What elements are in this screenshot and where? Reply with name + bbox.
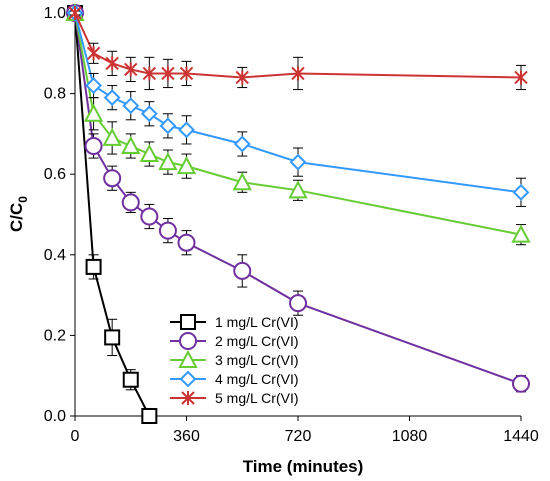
legend-label: 5 mg/L Cr(VI) — [215, 390, 299, 406]
data-point — [233, 135, 251, 153]
y-axis-title-subscript: 0 — [16, 196, 30, 203]
x-tick-label: 0 — [71, 428, 80, 445]
data-point — [83, 103, 104, 122]
data-point — [289, 153, 307, 171]
data-point — [159, 117, 177, 135]
data-point — [176, 156, 197, 175]
y-tick-label: 0.4 — [44, 247, 66, 264]
data-point — [235, 70, 249, 85]
data-point — [122, 371, 139, 388]
data-point — [84, 136, 103, 155]
y-tick-label: 0.6 — [44, 166, 66, 183]
series-line — [74, 12, 522, 79]
data-point — [178, 121, 195, 139]
y-tick-label: 0.2 — [44, 327, 66, 344]
x-tick-label: 720 — [285, 428, 312, 445]
series-line — [74, 12, 522, 385]
data-point — [105, 56, 119, 71]
x-axis-title: Time (minutes) — [243, 457, 364, 476]
data-point — [291, 66, 305, 81]
legend-entry-1: 1 mg/L Cr(VI) — [170, 314, 299, 330]
x-tick-label: 360 — [173, 428, 200, 445]
legend-marker — [181, 391, 195, 405]
series-layer — [65, 2, 531, 424]
legend-marker — [179, 370, 197, 388]
legend: 1 mg/L Cr(VI) 2 mg/L Cr(VI) 3 mg/L Cr(VI) 4… — [170, 314, 299, 406]
legend-label: 3 mg/L Cr(VI) — [215, 352, 299, 368]
data-point — [85, 258, 102, 275]
axes: 0.0 0.2 0.4 0.6 0.8 1.0 0 360 720 1080 1440 — [44, 5, 539, 445]
legend-marker — [179, 332, 197, 350]
series-line — [74, 12, 522, 236]
data-point — [140, 207, 159, 226]
legend-entry-5: 5 mg/L Cr(VI) — [170, 390, 299, 406]
data-point — [158, 151, 178, 171]
data-point — [512, 374, 530, 393]
data-point — [140, 105, 158, 123]
series-5 — [68, 6, 528, 91]
data-point — [104, 329, 121, 346]
legend-entry-3: 3 mg/L Cr(VI) — [170, 349, 299, 368]
legend-label: 4 mg/L Cr(VI) — [215, 371, 299, 387]
series-line — [74, 12, 522, 194]
data-point — [103, 169, 122, 188]
legend-marker — [180, 314, 196, 330]
y-axis-title: C/C0 — [7, 196, 30, 232]
data-point — [121, 135, 141, 154]
data-point — [86, 46, 101, 61]
legend-entry-2: 2 mg/L Cr(VI) — [170, 332, 299, 350]
data-point — [512, 183, 530, 201]
data-point — [68, 6, 82, 20]
legend-marker — [178, 349, 198, 368]
data-point — [121, 193, 140, 212]
data-point — [288, 180, 308, 199]
data-point — [179, 66, 194, 81]
y-tick-label: 1.0 — [44, 5, 66, 22]
legend-label: 2 mg/L Cr(VI) — [215, 333, 299, 349]
data-point — [141, 408, 158, 424]
data-point — [139, 143, 159, 163]
data-point — [124, 62, 138, 77]
data-point — [142, 66, 157, 81]
legend-label: 1 mg/L Cr(VI) — [215, 314, 299, 330]
y-tick-label: 0.8 — [44, 86, 66, 103]
y-tick-label: 0.0 — [44, 408, 66, 425]
data-point — [289, 294, 307, 313]
data-point — [103, 89, 121, 107]
y-axis-title-main: C/C — [7, 203, 26, 232]
legend-entry-4: 4 mg/L Cr(VI) — [170, 370, 299, 388]
series-4 — [66, 4, 530, 207]
data-point — [158, 221, 177, 240]
data-point — [177, 233, 196, 252]
data-point — [511, 224, 531, 243]
data-point — [233, 261, 252, 280]
data-point — [122, 97, 140, 115]
data-point — [232, 172, 252, 191]
x-tick-label: 1080 — [392, 428, 428, 445]
x-tick-label: 1440 — [503, 428, 539, 445]
data-point — [514, 70, 528, 85]
data-point — [102, 127, 122, 146]
data-point — [161, 66, 175, 81]
data-point — [85, 77, 102, 94]
